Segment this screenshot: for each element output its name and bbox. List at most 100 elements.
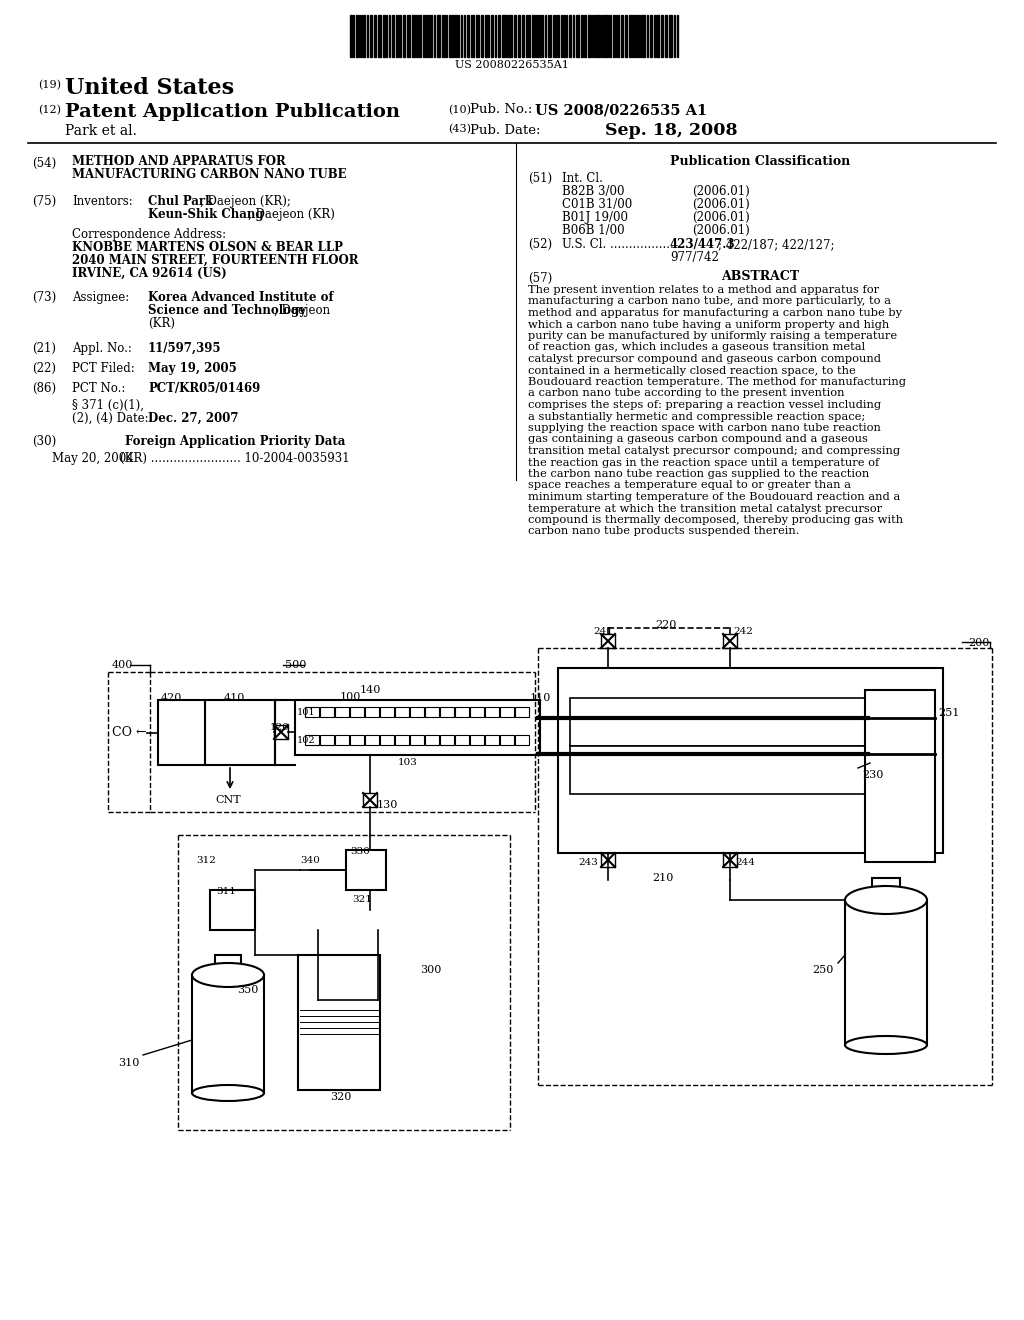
Text: PCT Filed:: PCT Filed:: [72, 362, 135, 375]
Text: 230: 230: [862, 770, 884, 780]
Bar: [570, 746, 870, 795]
Text: U.S. Cl. ......................: U.S. Cl. ......................: [562, 238, 692, 251]
Text: supplying the reaction space with carbon nano tube reaction: supplying the reaction space with carbon…: [528, 422, 881, 433]
Text: (2), (4) Date:: (2), (4) Date:: [72, 412, 148, 425]
Text: 250: 250: [812, 965, 834, 975]
Text: 242: 242: [733, 627, 753, 636]
Text: B01J 19/00: B01J 19/00: [562, 211, 628, 224]
Text: , Daejeon: , Daejeon: [274, 304, 330, 317]
Text: (57): (57): [528, 272, 552, 285]
Text: 977/742: 977/742: [670, 251, 719, 264]
Bar: [632, 15, 634, 57]
Bar: [370, 15, 372, 57]
Text: (43): (43): [449, 124, 471, 135]
Bar: [537, 15, 539, 57]
Bar: [596, 15, 599, 57]
Text: § 371 (c)(1),: § 371 (c)(1),: [72, 399, 144, 412]
Text: (52): (52): [528, 238, 552, 251]
Text: 420: 420: [161, 693, 182, 704]
Bar: [625, 15, 627, 57]
Text: , Daejeon (KR): , Daejeon (KR): [248, 209, 335, 220]
Text: 103: 103: [398, 758, 418, 767]
Text: Science and Technology: Science and Technology: [148, 304, 306, 317]
Text: The present invention relates to a method and apparatus for: The present invention relates to a metho…: [528, 285, 880, 294]
Bar: [335, 708, 349, 717]
Bar: [528, 15, 530, 57]
Text: PCT/KR05/01469: PCT/KR05/01469: [148, 381, 260, 395]
Bar: [584, 15, 586, 57]
Bar: [346, 850, 386, 890]
Text: (2006.01): (2006.01): [692, 185, 750, 198]
Text: Appl. No.:: Appl. No.:: [72, 342, 132, 355]
Bar: [642, 15, 645, 57]
Bar: [467, 15, 469, 57]
Text: 350: 350: [237, 985, 258, 995]
Bar: [518, 15, 520, 57]
Bar: [650, 15, 652, 57]
Text: B82B 3/00: B82B 3/00: [562, 185, 625, 198]
Bar: [629, 15, 631, 57]
Text: ABSTRACT: ABSTRACT: [721, 271, 799, 282]
Bar: [356, 15, 358, 57]
Bar: [485, 708, 499, 717]
Bar: [563, 15, 565, 57]
Bar: [319, 708, 334, 717]
Text: 130: 130: [377, 800, 398, 810]
Text: minimum starting temperature of the Boudouard reaction and a: minimum starting temperature of the Boud…: [528, 492, 900, 502]
Text: May 20, 2004: May 20, 2004: [52, 451, 134, 465]
Bar: [440, 708, 454, 717]
Bar: [452, 15, 454, 57]
Bar: [575, 15, 579, 57]
Text: (75): (75): [32, 195, 56, 209]
Bar: [514, 15, 516, 57]
Text: a substantially hermetic and compressible reaction space;: a substantially hermetic and compressibl…: [528, 412, 865, 421]
Text: 120: 120: [270, 723, 290, 733]
Bar: [350, 735, 364, 744]
Bar: [395, 708, 409, 717]
Text: 243: 243: [578, 858, 598, 867]
Text: MANUFACTURING CARBON NANO TUBE: MANUFACTURING CARBON NANO TUBE: [72, 168, 347, 181]
Text: 210: 210: [652, 873, 674, 883]
Text: 200: 200: [968, 638, 989, 648]
Text: of reaction gas, which includes a gaseous transition metal: of reaction gas, which includes a gaseou…: [528, 342, 865, 352]
Ellipse shape: [845, 886, 927, 913]
Bar: [581, 15, 583, 57]
Text: 320: 320: [330, 1092, 351, 1102]
Ellipse shape: [193, 964, 264, 987]
Bar: [604, 15, 607, 57]
Bar: [656, 15, 659, 57]
Bar: [350, 708, 364, 717]
Text: Boudouard reaction temperature. The method for manufacturing: Boudouard reaction temperature. The meth…: [528, 378, 906, 387]
Text: (51): (51): [528, 172, 552, 185]
Bar: [476, 15, 479, 57]
Text: 423/447.3: 423/447.3: [670, 238, 735, 251]
Text: Inventors:: Inventors:: [72, 195, 133, 209]
Text: KNOBBE MARTENS OLSON & BEAR LLP: KNOBBE MARTENS OLSON & BEAR LLP: [72, 242, 343, 253]
Text: Dec. 27, 2007: Dec. 27, 2007: [148, 412, 239, 425]
Text: United States: United States: [65, 77, 234, 99]
Bar: [362, 15, 365, 57]
Bar: [470, 735, 484, 744]
Bar: [395, 735, 409, 744]
Bar: [215, 954, 241, 977]
Bar: [500, 708, 514, 717]
Bar: [335, 735, 349, 744]
Bar: [569, 15, 571, 57]
Bar: [410, 708, 424, 717]
Text: temperature at which the transition metal catalyst precursor: temperature at which the transition meta…: [528, 503, 882, 513]
Bar: [621, 15, 623, 57]
Text: (21): (21): [32, 342, 56, 355]
Text: May 19, 2005: May 19, 2005: [148, 362, 237, 375]
Text: (2006.01): (2006.01): [692, 224, 750, 238]
Bar: [305, 735, 319, 744]
Text: PCT No.:: PCT No.:: [72, 381, 125, 395]
Bar: [350, 15, 352, 57]
Text: (12): (12): [38, 106, 61, 115]
Bar: [455, 735, 469, 744]
Text: transition metal catalyst precursor compound; and compressing: transition metal catalyst precursor comp…: [528, 446, 900, 455]
Text: 500: 500: [285, 660, 306, 671]
Bar: [613, 15, 615, 57]
Text: compound is thermally decomposed, thereby producing gas with: compound is thermally decomposed, thereb…: [528, 515, 903, 525]
Bar: [425, 735, 439, 744]
Bar: [845, 900, 927, 1045]
